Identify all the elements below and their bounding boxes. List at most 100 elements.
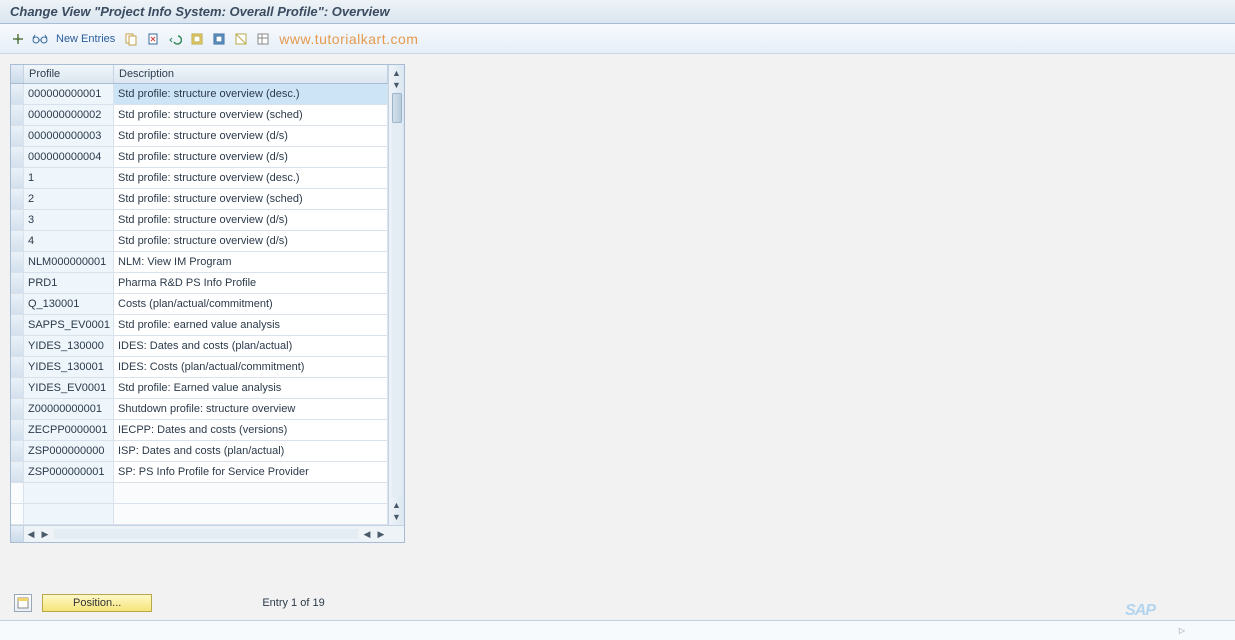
cell-description[interactable]: Std profile: structure overview (sched) xyxy=(114,189,388,209)
header-selector[interactable] xyxy=(11,65,24,83)
row-selector[interactable] xyxy=(11,105,24,125)
cell-profile[interactable]: 000000000001 xyxy=(24,84,114,104)
table-control-icon[interactable] xyxy=(14,594,32,612)
deselect-all-icon[interactable] xyxy=(231,29,251,49)
cell-profile[interactable]: 2 xyxy=(24,189,114,209)
hscroll-right2-icon[interactable]: ▶ xyxy=(374,529,388,540)
cell-description[interactable]: NLM: View IM Program xyxy=(114,252,388,272)
row-selector[interactable] xyxy=(11,315,24,335)
table-row[interactable]: 000000000002Std profile: structure overv… xyxy=(11,105,388,126)
cell-description[interactable]: Pharma R&D PS Info Profile xyxy=(114,273,388,293)
cell-profile[interactable]: SAPPS_EV0001 xyxy=(24,315,114,335)
row-selector[interactable] xyxy=(11,357,24,377)
cell-profile[interactable]: YIDES_130001 xyxy=(24,357,114,377)
glasses-icon[interactable] xyxy=(30,29,50,49)
vertical-scrollbar[interactable]: ▲ ▼ ▲ ▼ xyxy=(388,65,404,525)
header-profile[interactable]: Profile xyxy=(24,65,114,83)
cell-description[interactable]: SP: PS Info Profile for Service Provider xyxy=(114,462,388,482)
status-caret-icon[interactable]: ▷ xyxy=(1179,626,1185,635)
table-row[interactable]: Z00000000001Shutdown profile: structure … xyxy=(11,399,388,420)
row-selector[interactable] xyxy=(11,147,24,167)
cell-profile[interactable]: PRD1 xyxy=(24,273,114,293)
scroll-up-step-icon[interactable]: ▲ xyxy=(391,499,403,511)
table-row[interactable]: YIDES_130001IDES: Costs (plan/actual/com… xyxy=(11,357,388,378)
cell-profile[interactable]: Q_130001 xyxy=(24,294,114,314)
cell-profile[interactable]: ZSP000000001 xyxy=(24,462,114,482)
cell-description[interactable]: IECPP: Dates and costs (versions) xyxy=(114,420,388,440)
table-row[interactable]: 000000000003Std profile: structure overv… xyxy=(11,126,388,147)
select-all-icon[interactable] xyxy=(187,29,207,49)
cell-profile[interactable]: YIDES_EV0001 xyxy=(24,378,114,398)
cell-description[interactable]: Costs (plan/actual/commitment) xyxy=(114,294,388,314)
cell-description[interactable]: Std profile: structure overview (d/s) xyxy=(114,126,388,146)
table-settings-icon[interactable] xyxy=(253,29,273,49)
cell-profile[interactable]: 000000000003 xyxy=(24,126,114,146)
cell-profile[interactable]: 1 xyxy=(24,168,114,188)
undo-icon[interactable] xyxy=(165,29,185,49)
row-selector[interactable] xyxy=(11,441,24,461)
table-row[interactable]: 000000000001Std profile: structure overv… xyxy=(11,84,388,105)
row-selector[interactable] xyxy=(11,126,24,146)
cell-description[interactable]: Std profile: structure overview (d/s) xyxy=(114,147,388,167)
horizontal-scrollbar[interactable]: ◀ ▶ ◀ ▶ xyxy=(11,525,404,542)
table-row[interactable]: 2Std profile: structure overview (sched) xyxy=(11,189,388,210)
cell-profile[interactable]: ZSP000000000 xyxy=(24,441,114,461)
table-row[interactable]: Q_130001Costs (plan/actual/commitment) xyxy=(11,294,388,315)
row-selector[interactable] xyxy=(11,231,24,251)
copy-icon[interactable] xyxy=(121,29,141,49)
row-selector[interactable] xyxy=(11,336,24,356)
cell-profile[interactable]: 000000000004 xyxy=(24,147,114,167)
cell-description[interactable]: Std profile: structure overview (desc.) xyxy=(114,84,388,104)
cell-profile[interactable]: YIDES_130000 xyxy=(24,336,114,356)
cell-description[interactable]: Std profile: structure overview (d/s) xyxy=(114,210,388,230)
row-selector[interactable] xyxy=(11,210,24,230)
row-selector[interactable] xyxy=(11,273,24,293)
hscroll-left-icon[interactable]: ◀ xyxy=(24,529,38,540)
table-row[interactable]: 000000000004Std profile: structure overv… xyxy=(11,147,388,168)
row-selector[interactable] xyxy=(11,504,24,524)
table-row[interactable]: PRD1Pharma R&D PS Info Profile xyxy=(11,273,388,294)
table-row[interactable]: ZECPP0000001IECPP: Dates and costs (vers… xyxy=(11,420,388,441)
cell-description[interactable]: Std profile: structure overview (d/s) xyxy=(114,231,388,251)
table-row[interactable]: 1Std profile: structure overview (desc.) xyxy=(11,168,388,189)
toggle-icon[interactable] xyxy=(8,29,28,49)
cell-profile[interactable]: ZECPP0000001 xyxy=(24,420,114,440)
cell-profile[interactable]: Z00000000001 xyxy=(24,399,114,419)
row-selector[interactable] xyxy=(11,420,24,440)
row-selector[interactable] xyxy=(11,378,24,398)
scroll-down-icon[interactable]: ▼ xyxy=(391,511,403,523)
table-row[interactable]: ZSP000000001SP: PS Info Profile for Serv… xyxy=(11,462,388,483)
row-selector[interactable] xyxy=(11,168,24,188)
hscroll-left2-icon[interactable]: ◀ xyxy=(360,529,374,540)
table-row[interactable]: YIDES_130000IDES: Dates and costs (plan/… xyxy=(11,336,388,357)
cell-description[interactable]: Std profile: earned value analysis xyxy=(114,315,388,335)
cell-description[interactable]: Std profile: Earned value analysis xyxy=(114,378,388,398)
table-row[interactable]: NLM000000001NLM: View IM Program xyxy=(11,252,388,273)
cell-description[interactable]: Std profile: structure overview (desc.) xyxy=(114,168,388,188)
row-selector[interactable] xyxy=(11,294,24,314)
cell-profile[interactable]: 3 xyxy=(24,210,114,230)
row-selector[interactable] xyxy=(11,252,24,272)
position-button[interactable]: Position... xyxy=(42,594,152,612)
cell-description[interactable]: Shutdown profile: structure overview xyxy=(114,399,388,419)
table-row[interactable]: 3Std profile: structure overview (d/s) xyxy=(11,210,388,231)
row-selector[interactable] xyxy=(11,399,24,419)
cell-description[interactable]: ISP: Dates and costs (plan/actual) xyxy=(114,441,388,461)
scroll-down-step-icon[interactable]: ▼ xyxy=(391,79,403,91)
cell-profile[interactable]: 000000000002 xyxy=(24,105,114,125)
row-selector[interactable] xyxy=(11,84,24,104)
cell-description[interactable]: Std profile: structure overview (sched) xyxy=(114,105,388,125)
select-block-icon[interactable] xyxy=(209,29,229,49)
delete-icon[interactable] xyxy=(143,29,163,49)
header-description[interactable]: Description xyxy=(114,65,388,83)
row-selector[interactable] xyxy=(11,483,24,503)
row-selector[interactable] xyxy=(11,189,24,209)
cell-profile[interactable]: NLM000000001 xyxy=(24,252,114,272)
new-entries-button[interactable]: New Entries xyxy=(56,33,115,45)
table-row[interactable]: SAPPS_EV0001Std profile: earned value an… xyxy=(11,315,388,336)
scroll-thumb[interactable] xyxy=(392,93,402,123)
table-row[interactable]: YIDES_EV0001Std profile: Earned value an… xyxy=(11,378,388,399)
table-row[interactable]: 4Std profile: structure overview (d/s) xyxy=(11,231,388,252)
scroll-up-icon[interactable]: ▲ xyxy=(391,67,403,79)
cell-profile[interactable]: 4 xyxy=(24,231,114,251)
